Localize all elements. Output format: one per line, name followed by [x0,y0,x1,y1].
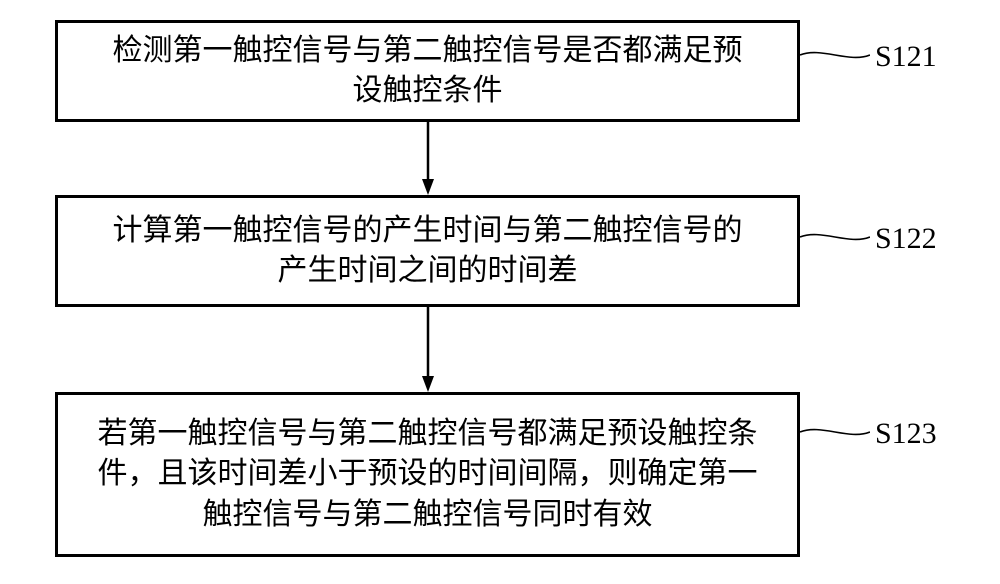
flow-step-text: 若第一触控信号与第二触控信号都满足预设触控条件，且该时间差小于预设的时间间隔，则… [86,414,769,536]
leader-s122 [800,221,870,253]
flow-step-label-s123: S123 [875,417,937,451]
flow-step-label-s121: S121 [875,40,937,74]
flow-step-label-s122: S122 [875,222,937,256]
flow-step-text: 检测第一触控信号与第二触控信号是否都满足预设触控条件 [98,31,757,112]
arrow-s122-s123 [421,307,435,392]
leader-s121 [800,39,870,71]
flow-step-s122: 计算第一触控信号的产生时间与第二触控信号的产生时间之间的时间差 [55,195,800,307]
flow-step-s123: 若第一触控信号与第二触控信号都满足预设触控条件，且该时间差小于预设的时间间隔，则… [55,392,800,557]
arrow-s121-s122 [421,122,435,195]
flow-step-text: 计算第一触控信号的产生时间与第二触控信号的产生时间之间的时间差 [98,211,757,292]
flow-step-s121: 检测第一触控信号与第二触控信号是否都满足预设触控条件 [55,20,800,122]
leader-s123 [800,416,870,448]
